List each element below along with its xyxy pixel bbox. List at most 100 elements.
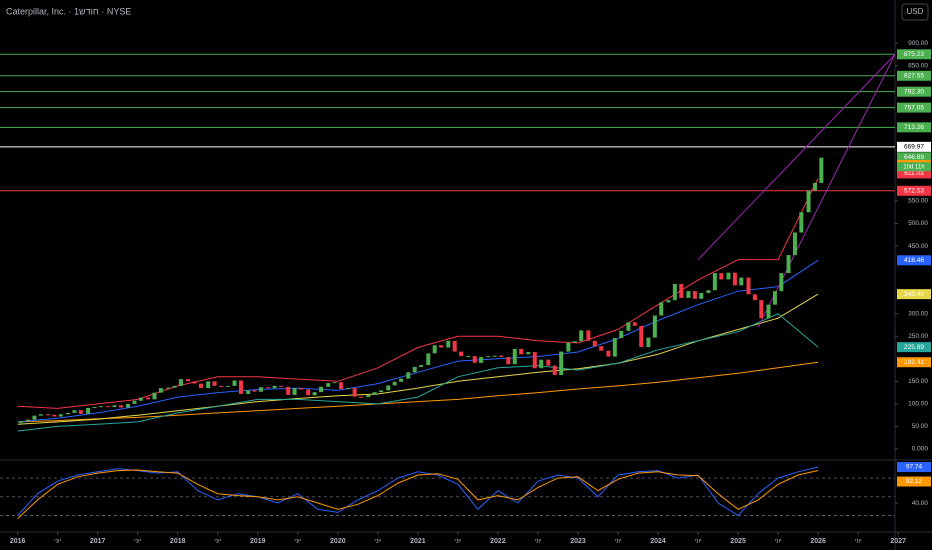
candle (18, 421, 23, 423)
indicator-line (17, 178, 819, 409)
line-end-label (897, 289, 931, 300)
candle (679, 283, 684, 298)
candle (632, 322, 637, 326)
candle (579, 330, 584, 342)
y-tick-label: 100.00 (908, 401, 928, 408)
line-end-label (897, 357, 931, 368)
level-label (897, 185, 931, 196)
x-tick-label: יוני (54, 539, 61, 545)
countdown: 10d 11h (903, 164, 924, 170)
candle (659, 302, 664, 316)
candle (366, 394, 371, 398)
candle (739, 277, 744, 286)
level-label: 792.30 (904, 88, 924, 95)
candle (86, 407, 91, 414)
candle (432, 345, 437, 354)
candle (466, 356, 471, 358)
osc-line (17, 466, 819, 517)
candle (346, 388, 351, 390)
trendline (697, 54, 896, 260)
candle (299, 388, 304, 390)
candle (286, 386, 291, 395)
candle (652, 315, 657, 338)
candle (292, 388, 297, 395)
y-tick-label: 900.00 (908, 40, 928, 47)
y-tick-label: 850.00 (908, 62, 928, 69)
candle (512, 348, 517, 365)
candle (126, 403, 131, 408)
x-tick-label: 2017 (90, 538, 106, 545)
candle (786, 255, 791, 274)
line-end-label: 343.40 (904, 291, 924, 298)
candle (166, 387, 171, 389)
candle (186, 379, 191, 382)
line-end-label: 225.89 (904, 344, 924, 351)
candle (506, 356, 511, 365)
candle (599, 346, 604, 351)
osc-end-label (897, 462, 931, 473)
currency[interactable]: USD (907, 7, 924, 16)
level-label: 875.23 (904, 51, 924, 58)
candle (112, 405, 117, 408)
y-tick-label: 0.000 (912, 446, 929, 453)
candle (519, 348, 524, 355)
y-tick-label: 550.00 (908, 198, 928, 205)
candle (732, 272, 737, 286)
candle (232, 380, 237, 386)
y-tick-label: 150.00 (908, 378, 928, 385)
candle (46, 414, 51, 416)
candle (719, 273, 724, 280)
line-end-label: 418.46 (904, 257, 924, 264)
y-tick-label: 450.00 (908, 243, 928, 250)
osc-end-label (897, 476, 931, 487)
x-tick-label: 2024 (650, 538, 666, 545)
candle (399, 378, 404, 382)
candle (626, 322, 631, 331)
x-tick-label: יוני (615, 539, 622, 545)
osc-end-label: 97.74 (906, 464, 923, 471)
candle (566, 342, 571, 352)
candle (552, 365, 557, 376)
x-tick-label: יוני (534, 539, 541, 545)
candle (32, 415, 37, 420)
candle (106, 406, 111, 408)
candle (206, 381, 211, 389)
candle (752, 294, 757, 301)
candle (726, 272, 731, 280)
osc-end-label: 92.12 (906, 478, 923, 485)
level-label (897, 152, 931, 163)
candle (198, 383, 203, 389)
candle (712, 273, 717, 291)
candle (392, 381, 397, 386)
x-tick-label: 2026 (810, 538, 826, 545)
candle (38, 414, 43, 416)
candle (686, 291, 691, 298)
y-tick-label: 250.00 (908, 333, 928, 340)
candle (158, 388, 163, 393)
y-tick-label: 500.00 (908, 220, 928, 227)
currency-button[interactable] (901, 3, 929, 21)
candle (526, 352, 531, 355)
candle (426, 353, 431, 366)
candle (812, 182, 817, 191)
candle (699, 292, 704, 299)
candle (218, 385, 223, 387)
candle (619, 330, 624, 339)
candle (612, 338, 617, 357)
candle (412, 366, 417, 373)
x-tick-label: 2022 (490, 538, 506, 545)
candle (492, 355, 497, 357)
countdown-box (897, 162, 931, 172)
candle (532, 352, 537, 369)
candle (692, 291, 697, 299)
level-label (897, 70, 931, 81)
candle (546, 359, 551, 366)
x-tick-label: 2018 (170, 538, 186, 545)
candle (178, 379, 183, 386)
candle (472, 356, 477, 363)
candle (226, 385, 231, 387)
candle (459, 351, 464, 357)
candle (172, 385, 177, 388)
candle (439, 345, 444, 348)
